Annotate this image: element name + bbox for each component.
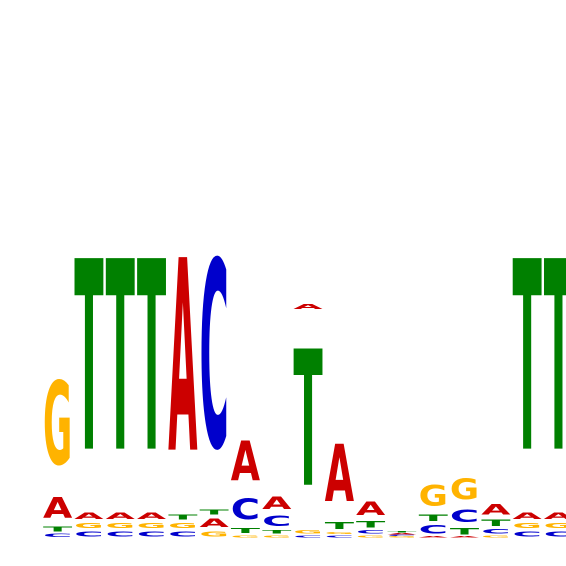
logo-letter-t: T — [419, 513, 448, 523]
logo-letter-t: T — [325, 520, 355, 532]
logo-letter-g: G — [231, 535, 260, 538]
logo-letter-a: A — [262, 493, 292, 513]
logo-letter-c: C — [262, 513, 291, 530]
logo-letter-a: A — [74, 512, 104, 522]
logo-letter-a: A — [450, 536, 480, 538]
logo-letter-g: G — [544, 522, 566, 530]
logo-letter-a: A — [293, 303, 322, 311]
logo-letter-g: G — [168, 522, 197, 530]
logo-letter-a: A — [231, 431, 260, 494]
logo-letter-c: C — [106, 530, 135, 538]
logo-letter-c: C — [43, 533, 72, 538]
logo-letter-c: C — [325, 535, 354, 538]
logo-letter-t: T — [544, 207, 566, 511]
logo-letter-g: G — [325, 531, 354, 534]
logo-letter-c: C — [450, 507, 479, 527]
logo-letter-g: G — [450, 473, 479, 507]
logo-letter-c: C — [387, 535, 416, 537]
logo-letter-t: T — [43, 525, 72, 533]
logo-letter-a: A — [137, 512, 167, 522]
logo-letter-c: C — [356, 530, 385, 535]
logo-letter-g: G — [200, 530, 229, 538]
logo-letter-g: G — [262, 535, 291, 538]
logo-letter-g: G — [137, 522, 166, 530]
logo-letter-t: T — [262, 530, 292, 535]
logo-letter-c: C — [168, 530, 197, 538]
logo-letter-t: T — [168, 513, 197, 521]
logo-letter-a: A — [419, 536, 449, 538]
logo-letter-c: C — [231, 494, 260, 527]
logo-letter-c: C — [137, 530, 166, 538]
logo-letter-t: T — [387, 531, 417, 533]
logo-letter-g: G — [387, 536, 416, 538]
logo-letter-g: G — [293, 530, 322, 535]
logo-letter-t: T — [106, 207, 135, 511]
logo-letter-a: A — [200, 516, 230, 529]
logo-letter-c: C — [419, 523, 448, 536]
logo-letter-t: T — [356, 520, 385, 530]
logo-letter-g: G — [74, 522, 103, 530]
logo-letter-t: T — [74, 207, 103, 511]
logo-stacks: CTAGCGATCGATCGATCGTAGATCGTCAGTCACGTACGTA… — [43, 206, 566, 538]
logo-letter-c: C — [481, 528, 510, 535]
logo-letter-t: T — [481, 518, 510, 528]
logo-letter-t: T — [231, 526, 260, 534]
logo-letter-a: A — [168, 206, 197, 513]
logo-letter-c: C — [293, 535, 322, 538]
logo-letter-c: C — [513, 530, 542, 538]
logo-letter-g: G — [513, 522, 542, 530]
logo-letter-g: G — [43, 357, 72, 491]
logo-letter-a: A — [356, 498, 385, 520]
logo-letter-c: C — [200, 209, 229, 508]
logo-letter-a: A — [43, 491, 72, 524]
logo-letter-a: A — [106, 512, 136, 522]
logo-letter-t: T — [137, 207, 166, 511]
logo-letter-a: A — [325, 428, 354, 520]
logo-letter-g: G — [419, 480, 448, 514]
logo-letter-c: C — [544, 530, 566, 538]
logo-letter-t: T — [450, 527, 479, 537]
logo-letter-g: G — [106, 522, 135, 530]
logo-letter-t: T — [200, 508, 229, 516]
logo-letter-c: C — [74, 530, 103, 538]
logo-letter-t: T — [293, 311, 322, 529]
logo-letter-g: G — [356, 535, 385, 538]
logo-letter-g: G — [481, 535, 510, 538]
logo-letter-a: A — [513, 512, 543, 522]
logo-letter-a: A — [387, 533, 417, 535]
logo-letter-t: T — [513, 207, 542, 511]
logo-letter-a: A — [544, 512, 566, 522]
logo-letter-a: A — [481, 501, 510, 518]
